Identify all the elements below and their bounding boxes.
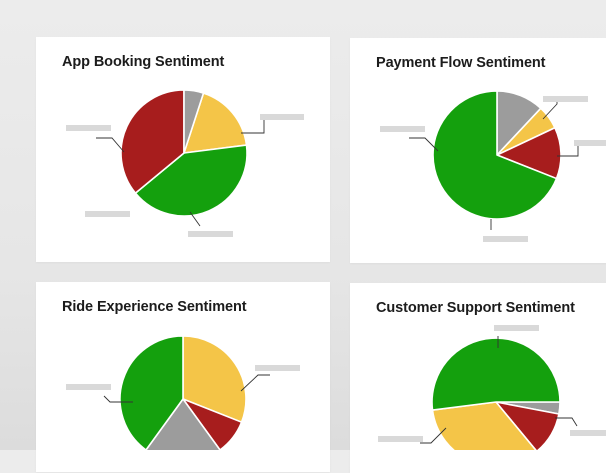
- data-label-placeholder: [494, 325, 539, 331]
- data-label-placeholder: [380, 126, 425, 132]
- data-label-placeholder: [570, 430, 606, 436]
- data-label-placeholder: [85, 211, 130, 217]
- label-leader-line: [557, 145, 579, 157]
- pie-slice-neutral: [182, 335, 247, 423]
- label-leader-line: [240, 374, 270, 392]
- data-label-placeholder: [543, 96, 588, 102]
- pie-slice-negative: [495, 401, 560, 450]
- pie-slice-mixed: [145, 398, 221, 450]
- label-leader-line: [96, 137, 125, 153]
- chart-title: App Booking Sentiment: [62, 54, 225, 70]
- data-label-placeholder: [483, 236, 528, 242]
- data-label-placeholder: [188, 231, 233, 237]
- pie-charts-layer: [66, 89, 606, 450]
- pie-slice-positive: [432, 90, 558, 220]
- pie-chart-1: [380, 90, 606, 242]
- pie-chart-3: [378, 325, 606, 450]
- chart-title: Customer Support Sentiment: [376, 300, 575, 316]
- pie-slice-neutral: [183, 92, 248, 154]
- pie-slice-positive: [431, 337, 561, 411]
- data-label-placeholder: [255, 365, 300, 371]
- label-leader-line: [420, 427, 447, 444]
- data-label-placeholder: [574, 140, 606, 146]
- pie-chart-2: [66, 335, 300, 450]
- label-leader-line: [241, 118, 265, 134]
- data-label-placeholder: [66, 125, 111, 131]
- pie-slice-positive: [134, 144, 248, 217]
- label-leader-line: [542, 102, 558, 120]
- pie-slice-mixed: [183, 89, 205, 154]
- label-leader-line: [555, 417, 578, 427]
- label-leader-line: [409, 137, 439, 152]
- chart-title: Ride Experience Sentiment: [62, 299, 247, 315]
- pie-slice-positive: [119, 335, 184, 450]
- data-label-placeholder: [66, 384, 111, 390]
- label-leader-line: [189, 211, 201, 227]
- data-label-placeholder: [260, 114, 304, 120]
- pie-chart-0: [66, 89, 304, 237]
- label-leader-line: [103, 395, 133, 403]
- pie-slice-negative: [120, 89, 185, 194]
- pie-slice-neutral: [431, 401, 537, 450]
- data-label-placeholder: [378, 436, 423, 442]
- chart-title: Payment Flow Sentiment: [376, 55, 546, 71]
